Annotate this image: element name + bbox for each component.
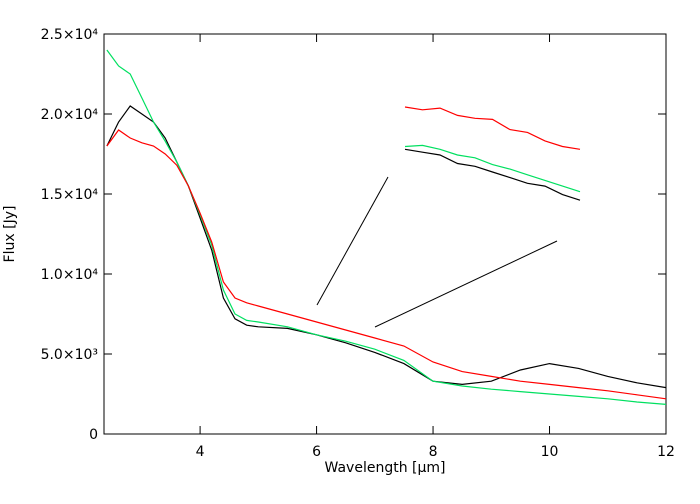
- spectrum-line: [106, 129, 667, 400]
- y-tick-label: 1.0×10⁴: [41, 267, 99, 283]
- y-tick-label: 2.5×10⁴: [41, 27, 99, 43]
- x-tick-label: 6: [312, 444, 321, 460]
- y-axis-label: Flux [Jy]: [2, 206, 18, 263]
- zoom-connector: [374, 240, 558, 328]
- zoom-connector: [316, 176, 389, 306]
- y-tick-label: 0: [89, 427, 98, 443]
- x-tick-label: 8: [429, 444, 438, 460]
- spectrum-line: [106, 105, 667, 389]
- spectrum-line: [106, 49, 667, 405]
- y-tick-label: 1.5×10⁴: [41, 187, 99, 203]
- x-tick-label: 10: [541, 444, 559, 460]
- spectrum-line: [404, 106, 581, 150]
- x-axis-label: Wavelength [μm]: [325, 460, 446, 476]
- spectrum-line: [404, 144, 581, 193]
- x-tick-label: 12: [657, 444, 675, 460]
- y-tick-label: 5.0×10³: [41, 347, 98, 363]
- spectrum-line: [404, 148, 581, 201]
- plot-frame: [103, 33, 667, 435]
- x-tick-label: 4: [196, 444, 205, 460]
- y-tick-label: 2.0×10⁴: [41, 107, 99, 123]
